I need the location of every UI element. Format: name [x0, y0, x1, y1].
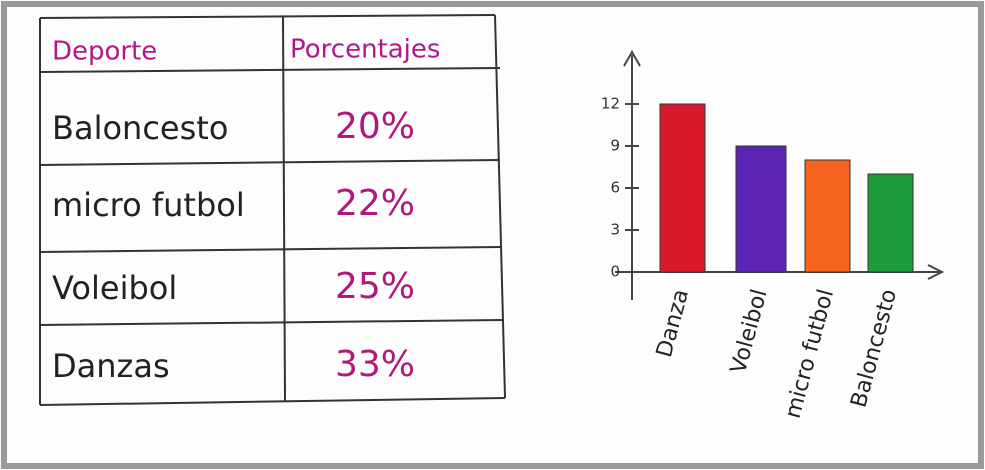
- table-header: Deporte: [52, 37, 157, 67]
- percentage: 33%: [335, 344, 415, 385]
- table-grid: [39, 14, 506, 406]
- percentage: 22%: [335, 183, 415, 224]
- percentage: 20%: [335, 106, 415, 147]
- y-tick-label: 9: [610, 137, 620, 155]
- y-tick-label: 6: [610, 179, 620, 197]
- percentage: 25%: [335, 266, 415, 307]
- sport-name: micro futbol: [52, 186, 245, 224]
- sport-name: Baloncesto: [52, 109, 228, 147]
- y-tick-label: 12: [601, 95, 620, 113]
- y-tick-label: 3: [610, 221, 620, 239]
- bar: [659, 103, 706, 273]
- bar: [867, 173, 914, 273]
- table-header: Porcentajes: [290, 35, 440, 65]
- bar: [804, 159, 851, 273]
- y-tick-label: 0: [610, 263, 620, 281]
- bar: [735, 145, 787, 273]
- sport-name: Voleibol: [52, 269, 177, 307]
- sport-name: Danzas: [52, 347, 170, 385]
